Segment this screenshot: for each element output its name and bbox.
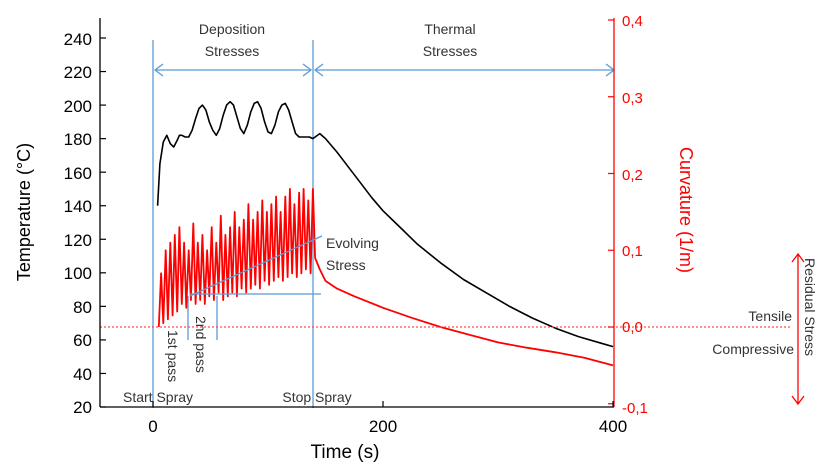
y-tick-label: 80 — [73, 298, 92, 317]
second-pass-label: 2nd pass — [193, 316, 209, 373]
evolving-stress-label: Stress — [326, 257, 366, 273]
y-tick-label: 140 — [64, 197, 92, 216]
y-tick-label: 240 — [64, 30, 92, 49]
y-tick-label: 40 — [73, 365, 92, 384]
tick-marks — [100, 19, 614, 408]
start-spray-label: Start Spray — [123, 389, 193, 405]
stop-spray-label: Stop Spray — [282, 389, 351, 405]
deposition-arrow — [153, 63, 313, 77]
y-axis-title: Temperature (°C) — [14, 143, 34, 281]
tensile-label: Tensile — [748, 308, 792, 324]
y-tick-label: 220 — [64, 63, 92, 82]
series-layer — [156, 100, 614, 367]
compressive-label: Compressive — [712, 341, 794, 357]
x-tick-label: 200 — [369, 417, 397, 436]
y2-tick-label: 0,2 — [622, 167, 643, 184]
y-tick-label: 160 — [64, 164, 92, 183]
y-tick-label: 120 — [64, 231, 92, 250]
y2-tick-label: 0,4 — [622, 13, 643, 30]
residual-stress-label: Residual Stress — [802, 258, 818, 356]
evolving-stress-label: Evolving — [326, 235, 379, 251]
x-tick-label: 0 — [148, 417, 157, 436]
y-tick-label: 20 — [73, 398, 92, 417]
y2-axis-title: Curvature (1/m) — [676, 147, 696, 273]
curvature-line — [157, 188, 614, 367]
deposition-label: Stresses — [205, 43, 259, 59]
thermal-arrow — [313, 63, 616, 77]
y-tick-label: 60 — [73, 331, 92, 350]
x-tick-label: 400 — [599, 417, 627, 436]
thermal-label: Thermal — [424, 21, 475, 37]
evolving-stress-lines — [189, 235, 323, 297]
y2-tick-label: 0,1 — [622, 243, 643, 260]
deposition-label: Deposition — [199, 21, 265, 37]
y-tick-label: 200 — [64, 97, 92, 116]
y2-tick-label: -0,1 — [622, 400, 648, 417]
y2-tick-label: 0,0 — [622, 319, 643, 336]
first-pass-label: 1st pass — [165, 330, 181, 382]
y-tick-label: 180 — [64, 130, 92, 149]
y2-tick-label: 0,3 — [622, 90, 643, 107]
y-tick-label: 100 — [64, 264, 92, 283]
residual-stress-arrow — [791, 252, 805, 406]
temperature-line — [156, 100, 614, 348]
x-axis-title: Time (s) — [311, 442, 380, 463]
thermal-label: Stresses — [423, 43, 477, 59]
